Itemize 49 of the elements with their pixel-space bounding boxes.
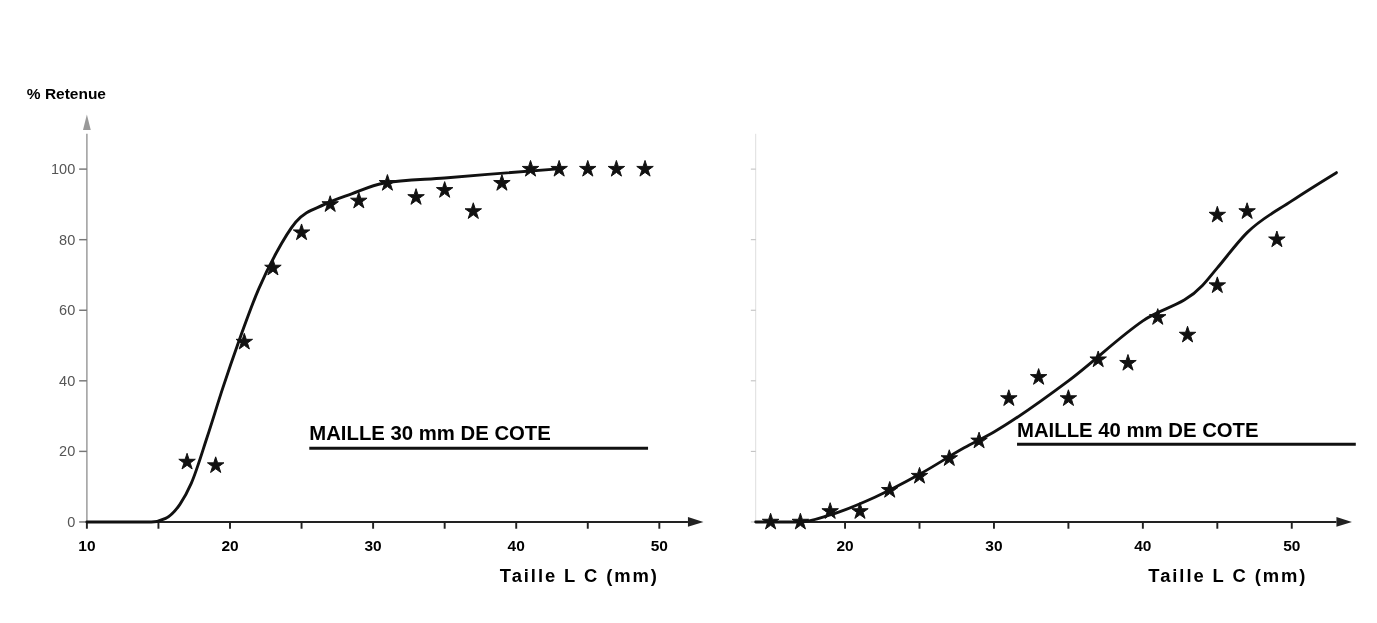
- x-tick-label: 10: [78, 536, 96, 554]
- point: [521, 159, 540, 177]
- point: [464, 202, 483, 219]
- point: [1000, 389, 1018, 406]
- point: [910, 466, 929, 484]
- y-tick-label: 20: [59, 443, 76, 460]
- point: [1238, 202, 1256, 219]
- x-axis-title: Taille L C (mm): [499, 564, 659, 586]
- y-tick-label: 100: [51, 160, 76, 177]
- y-tick-label: 60: [59, 302, 76, 319]
- point: [851, 502, 869, 519]
- x-tick-label: 40: [507, 536, 525, 554]
- point: [493, 174, 511, 191]
- x-tick-label: 20: [836, 536, 854, 554]
- x-tick-label: 30: [985, 536, 1003, 554]
- point: [178, 452, 196, 470]
- annotation: MAILLE 40 mm DE COTE: [1017, 418, 1259, 441]
- x-axis-title: Taille L C (mm): [1148, 564, 1308, 586]
- point: [1208, 276, 1227, 294]
- point: [636, 159, 654, 177]
- y-tick-label: 40: [59, 372, 76, 389]
- x-tick-label: 50: [1283, 536, 1301, 554]
- x-tick-label: 50: [650, 536, 668, 554]
- point: [235, 332, 254, 350]
- x-tick-label: 20: [221, 536, 239, 554]
- point: [1208, 205, 1227, 223]
- point: [579, 159, 597, 177]
- point: [970, 431, 988, 449]
- x-tick-label: 40: [1134, 536, 1152, 554]
- point: [350, 191, 368, 209]
- y-tick-label: 80: [59, 231, 76, 248]
- point: [1178, 325, 1197, 343]
- x-tick-label: 30: [364, 536, 382, 554]
- point: [1149, 308, 1167, 325]
- point: [407, 188, 425, 205]
- y-axis-title: % Retenue: [26, 84, 107, 102]
- point: [1029, 368, 1048, 385]
- point: [292, 223, 311, 241]
- point: [550, 159, 568, 177]
- annotation: MAILLE 30 mm DE COTE: [309, 422, 551, 445]
- point: [607, 159, 626, 177]
- point: [435, 181, 454, 198]
- point: [1268, 230, 1286, 248]
- point: [1059, 389, 1078, 406]
- y-tick-label: 0: [67, 513, 76, 530]
- point: [1119, 354, 1137, 371]
- point: [206, 456, 225, 473]
- point: [1089, 350, 1107, 368]
- point: [940, 449, 959, 466]
